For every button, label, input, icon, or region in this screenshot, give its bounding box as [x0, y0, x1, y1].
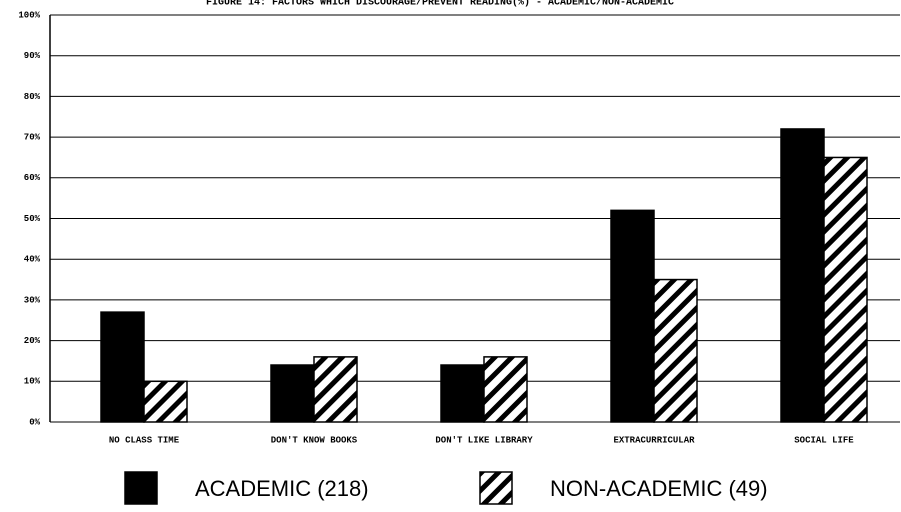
x-tick-label: DON'T LIKE LIBRARY	[435, 435, 533, 445]
bar	[653, 278, 698, 423]
legend-label: ACADEMIC (218)	[195, 476, 369, 501]
bar	[823, 156, 868, 423]
legend-swatch	[124, 471, 158, 505]
y-tick-label: 10%	[24, 377, 41, 387]
y-tick-label: 100%	[18, 10, 40, 20]
legend-label: NON-ACADEMIC (49)	[550, 476, 768, 501]
x-tick-label: NO CLASS TIME	[109, 435, 180, 445]
legend-swatch	[479, 471, 513, 505]
bar	[610, 209, 655, 423]
y-tick-label: 90%	[24, 51, 41, 61]
chart-title: FIGURE 14: FACTORS WHICH DISCOURAGE/PREV…	[206, 0, 674, 9]
y-tick-label: 60%	[24, 173, 41, 183]
y-tick-label: 50%	[24, 214, 41, 224]
x-tick-label: SOCIAL LIFE	[794, 435, 854, 445]
bar	[143, 380, 188, 423]
x-tick-label: DON'T KNOW BOOKS	[271, 435, 358, 445]
bar	[270, 364, 315, 423]
bar	[100, 311, 145, 423]
bar	[313, 356, 358, 423]
bar	[440, 364, 485, 423]
y-tick-label: 0%	[29, 417, 40, 427]
x-tick-label: EXTRACURRICULAR	[613, 435, 695, 445]
bar	[483, 356, 528, 423]
bar	[780, 128, 825, 423]
y-tick-label: 80%	[24, 92, 41, 102]
y-tick-label: 70%	[24, 132, 41, 142]
y-tick-label: 40%	[24, 255, 41, 265]
y-tick-label: 30%	[24, 295, 41, 305]
y-tick-label: 20%	[24, 336, 41, 346]
